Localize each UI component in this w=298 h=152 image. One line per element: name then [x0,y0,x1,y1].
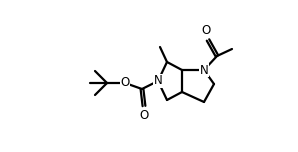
Text: O: O [201,24,211,36]
Text: O: O [139,109,149,122]
Text: O: O [120,76,130,89]
Text: N: N [154,74,162,88]
Text: N: N [200,64,208,76]
